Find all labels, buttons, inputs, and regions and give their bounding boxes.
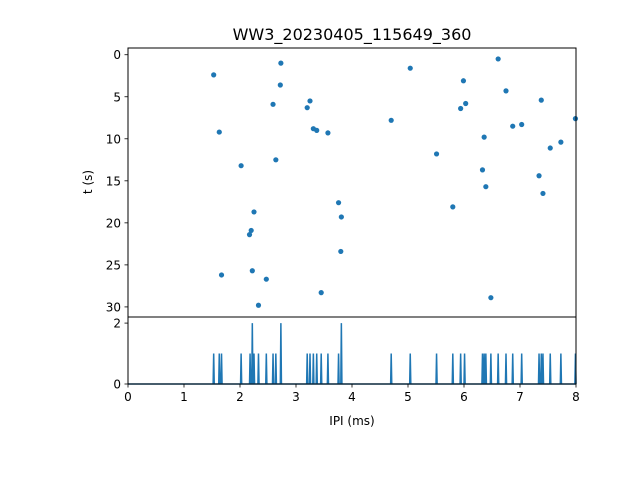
scatter-point	[540, 190, 546, 197]
scatter-point	[338, 248, 344, 255]
scatter-point	[270, 101, 276, 107]
scatter-point	[335, 200, 342, 206]
y-tick-label: 20	[106, 216, 121, 230]
scatter-point	[510, 123, 516, 129]
scatter-point	[211, 72, 217, 78]
scatter-point	[481, 134, 487, 140]
histogram-y-tick-label: 2	[113, 317, 121, 331]
x-tick-label: 0	[124, 390, 132, 404]
scatter-point	[488, 295, 494, 301]
x-axis-ticks: 0 1 2 3 4 5 6 7 8	[124, 384, 580, 404]
y-tick-label: 0	[113, 48, 121, 62]
scatter-point	[277, 82, 283, 88]
scatter-point	[273, 157, 279, 163]
scatter-point	[503, 88, 509, 94]
scatter-point	[458, 105, 464, 112]
scatter-points	[211, 56, 579, 308]
x-tick-label: 1	[180, 390, 188, 404]
scatter-point	[460, 78, 467, 84]
scatter-point	[483, 184, 489, 190]
scatter-point	[263, 276, 269, 282]
x-tick-label: 8	[572, 390, 580, 404]
histogram-y-tick-label: 0	[113, 378, 121, 392]
y-tick-label: 15	[106, 174, 121, 188]
y-axis-label: t (s)	[81, 170, 95, 194]
scatter-point	[246, 232, 253, 238]
scatter-point	[307, 98, 313, 104]
x-axis-label: IPI (ms)	[329, 414, 374, 428]
chart-title: WW3_20230405_115649_360	[233, 25, 472, 45]
scatter-point	[338, 214, 344, 220]
x-tick-label: 2	[236, 390, 244, 404]
scatter-point	[547, 145, 553, 151]
scatter-point	[216, 129, 222, 135]
scatter-point	[433, 151, 440, 157]
y-axis-ticks: 0 5 10 15 20 25 30	[106, 48, 128, 314]
histogram-plot-frame	[127, 316, 577, 385]
scatter-point	[314, 127, 320, 133]
scatter-point	[450, 204, 456, 210]
scatter-point	[388, 117, 394, 123]
x-tick-label: 7	[516, 390, 524, 404]
scatter-point	[572, 116, 579, 122]
x-tick-label: 6	[460, 390, 468, 404]
x-tick-label: 4	[348, 390, 356, 404]
scatter-point	[255, 302, 262, 308]
scatter-point	[558, 139, 564, 145]
scatter-point	[249, 268, 255, 274]
y-tick-label: 5	[113, 90, 121, 104]
scatter-point	[407, 65, 413, 71]
histogram-y-ticks: 02	[113, 317, 128, 392]
scatter-point	[463, 100, 469, 107]
scatter-point	[304, 105, 310, 111]
scatter-point	[536, 173, 542, 179]
x-tick-label: 5	[404, 390, 412, 404]
scatter-panel: WW3_20230405_115649_360 t (s) 0 5 10 15 20 25…	[81, 25, 579, 318]
scatter-point	[251, 209, 257, 215]
y-tick-label: 30	[106, 300, 121, 314]
scatter-point	[248, 227, 254, 234]
scatter-point	[318, 290, 324, 296]
scatter-point	[238, 163, 244, 169]
scatter-point	[519, 121, 525, 128]
scatter-point	[278, 60, 284, 66]
scatter-point	[495, 56, 501, 62]
scatter-point	[325, 130, 331, 136]
y-tick-label: 25	[106, 258, 121, 272]
x-tick-label: 3	[292, 390, 300, 404]
scatter-point	[479, 167, 486, 173]
y-tick-label: 10	[106, 132, 121, 146]
scatter-point	[538, 97, 544, 103]
scatter-point	[218, 272, 225, 278]
